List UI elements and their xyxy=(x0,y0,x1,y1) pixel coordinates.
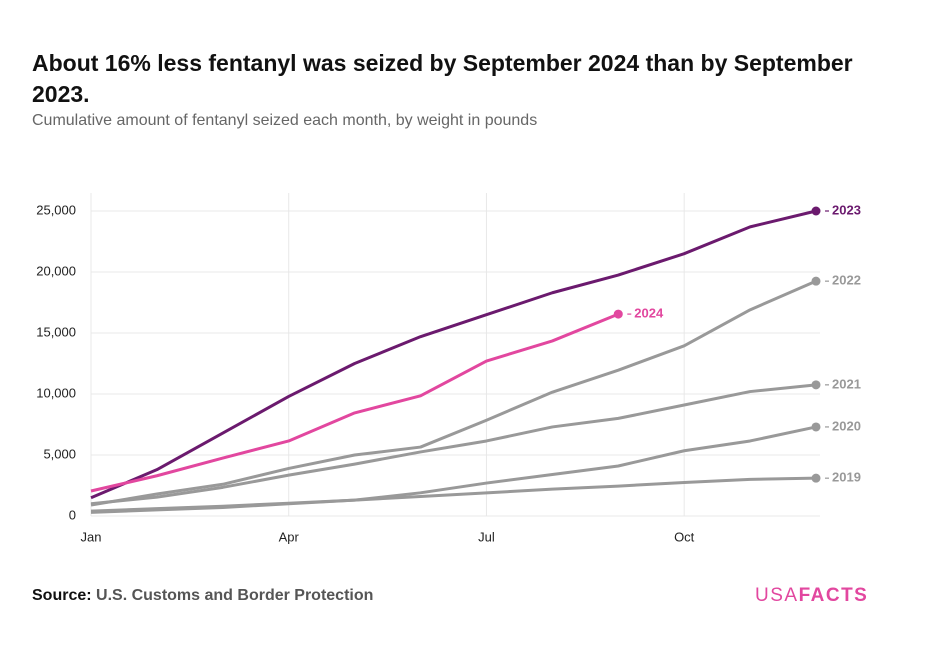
y-tick-label: 25,000 xyxy=(36,202,76,217)
x-tick-label: Oct xyxy=(674,529,695,544)
source-label: Source: xyxy=(32,587,92,604)
series-label: 2019 xyxy=(832,470,861,485)
end-dot xyxy=(811,276,821,286)
y-tick-label: 0 xyxy=(69,507,76,522)
end-dot xyxy=(811,422,821,432)
y-tick-label: 5,000 xyxy=(43,446,76,461)
y-tick-label: 20,000 xyxy=(36,263,76,278)
end-dot xyxy=(811,380,821,390)
x-tick-label: Jan xyxy=(81,529,102,544)
source-text: U.S. Customs and Border Protection xyxy=(96,587,374,604)
logo-part: USA xyxy=(755,585,799,606)
end-dot xyxy=(613,309,623,319)
series-line xyxy=(90,279,817,507)
x-tick-label: Jul xyxy=(478,529,495,544)
end-dot xyxy=(811,206,821,216)
series-label: 2020 xyxy=(832,418,861,433)
series-line xyxy=(90,383,817,506)
source: Source: U.S. Customs and Border Protecti… xyxy=(32,587,373,605)
y-tick-label: 10,000 xyxy=(36,385,76,400)
end-dot xyxy=(811,473,821,483)
series-label: 2024 xyxy=(634,306,664,321)
chart-subtitle: Cumulative amount of fentanyl seized eac… xyxy=(32,112,538,129)
logo: USAFACTS xyxy=(755,585,868,607)
x-tick-label: Apr xyxy=(279,529,300,544)
logo-part: FACTS xyxy=(798,585,869,606)
y-tick-label: 15,000 xyxy=(36,324,76,339)
series-label: 2022 xyxy=(832,273,861,288)
series-label: 2023 xyxy=(832,202,861,217)
chart-title: About 16% less fentanyl was seized by Se… xyxy=(32,50,853,107)
series-line xyxy=(90,312,619,493)
series-line xyxy=(90,209,817,500)
series-label: 2021 xyxy=(832,376,861,391)
series-line xyxy=(90,425,817,513)
